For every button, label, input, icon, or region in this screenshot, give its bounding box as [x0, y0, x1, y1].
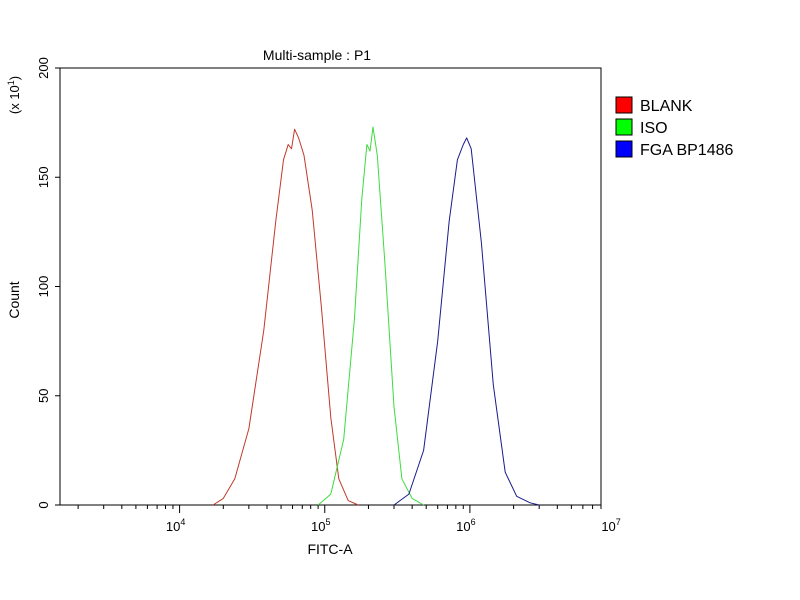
y-multiplier-label: (x 101)	[6, 76, 22, 114]
y-tick-label: 200	[36, 57, 51, 79]
y-tick-label: 100	[36, 276, 51, 298]
legend: BLANK ISO FGA BP1486	[615, 96, 733, 159]
x-tick-label: 106	[456, 517, 475, 534]
x-tick-label: 104	[166, 517, 185, 534]
legend-label: FGA BP1486	[640, 142, 733, 159]
x-axis-ticks: 104 105 106 107	[77, 505, 621, 534]
x-tick-label: 107	[601, 517, 620, 534]
legend-label: ISO	[640, 120, 668, 137]
plot-frame	[59, 67, 602, 506]
legend-swatch	[615, 118, 633, 136]
x-tick-label: 105	[311, 517, 330, 534]
series-line-iso	[317, 126, 424, 506]
y-axis-label: Count	[6, 281, 22, 318]
chart-title: Multi-sample : P1	[263, 47, 371, 63]
series-lines	[212, 126, 540, 506]
y-axis-ticks: 0 50 100 150 200	[36, 57, 60, 509]
series-line-blank	[212, 128, 359, 506]
y-tick-label: 0	[36, 501, 51, 508]
legend-swatch	[615, 96, 633, 114]
x-axis-label: FITC-A	[307, 541, 353, 557]
legend-swatch	[615, 140, 633, 158]
y-tick-label: 150	[36, 166, 51, 188]
legend-label: BLANK	[640, 98, 693, 115]
y-tick-label: 50	[36, 389, 51, 403]
series-line-fga-bp1486	[393, 137, 540, 506]
